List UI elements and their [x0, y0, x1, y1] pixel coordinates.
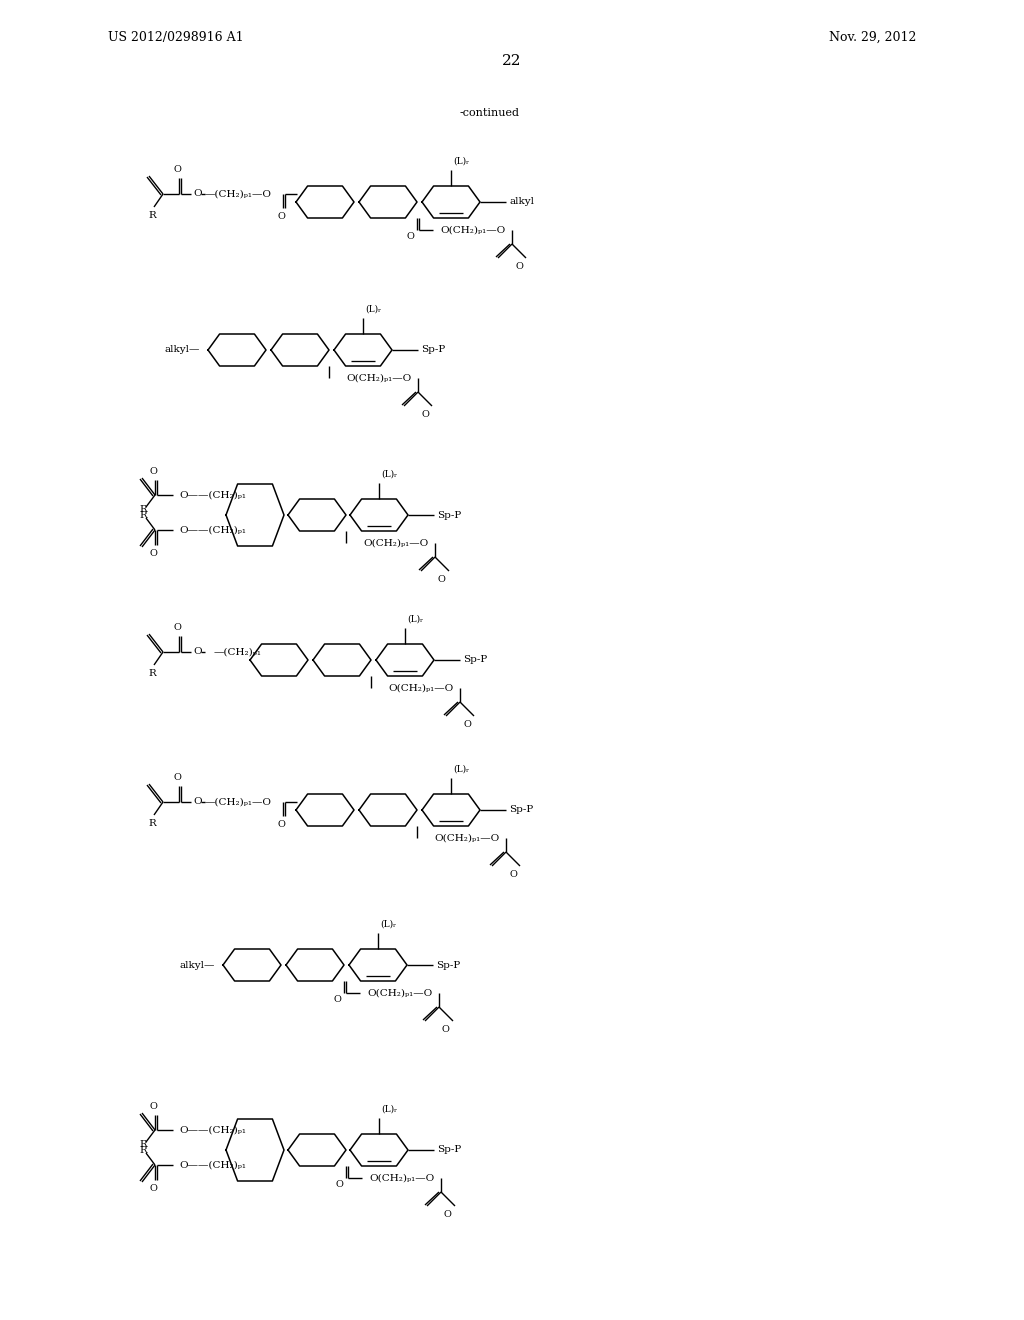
Text: R: R: [148, 818, 156, 828]
Text: O: O: [442, 1026, 450, 1034]
Text: O: O: [173, 623, 181, 632]
Text: —(CH₂)ₚ₁—O: —(CH₂)ₚ₁—O: [205, 190, 271, 198]
Text: Sp-P: Sp-P: [463, 656, 487, 664]
Text: O(CH₂)ₚ₁—O: O(CH₂)ₚ₁—O: [370, 1173, 434, 1183]
Text: O——(CH₂)ₚ₁: O——(CH₂)ₚ₁: [179, 1160, 247, 1170]
Text: R: R: [139, 511, 146, 520]
Text: O——(CH₂)ₚ₁: O——(CH₂)ₚ₁: [179, 1126, 247, 1134]
Text: O: O: [150, 549, 157, 558]
Text: O: O: [173, 165, 181, 174]
Text: O: O: [150, 1184, 157, 1193]
Text: —(CH₂)ₚ₁—O: —(CH₂)ₚ₁—O: [205, 797, 271, 807]
Text: Sp-P: Sp-P: [437, 511, 461, 520]
Text: (L)ᵣ: (L)ᵣ: [381, 1105, 397, 1114]
Text: O: O: [444, 1210, 452, 1218]
Text: O(CH₂)ₚ₁—O: O(CH₂)ₚ₁—O: [434, 833, 500, 842]
Text: O: O: [463, 719, 471, 729]
Text: Sp-P: Sp-P: [437, 1146, 461, 1155]
Text: Sp-P: Sp-P: [421, 346, 445, 355]
Text: O: O: [193, 648, 202, 656]
Text: —(CH₂)ₚ₁: —(CH₂)ₚ₁: [214, 648, 262, 656]
Text: O: O: [173, 774, 181, 781]
Text: O: O: [278, 820, 285, 829]
Text: O(CH₂)ₚ₁—O: O(CH₂)ₚ₁—O: [440, 226, 506, 235]
Text: (L)ᵣ: (L)ᵣ: [381, 470, 397, 479]
Text: O(CH₂)ₚ₁—O: O(CH₂)ₚ₁—O: [388, 684, 454, 693]
Text: O——(CH₂)ₚ₁: O——(CH₂)ₚ₁: [179, 525, 247, 535]
Text: Sp-P: Sp-P: [436, 961, 460, 969]
Text: O: O: [333, 995, 341, 1005]
Text: alkyl: alkyl: [509, 198, 534, 206]
Text: -continued: -continued: [460, 108, 520, 117]
Text: O: O: [515, 261, 523, 271]
Text: O: O: [509, 870, 517, 879]
Text: O: O: [335, 1180, 343, 1189]
Text: alkyl—: alkyl—: [179, 961, 215, 969]
Text: (L)ᵣ: (L)ᵣ: [380, 920, 396, 929]
Text: O(CH₂)ₚ₁—O: O(CH₂)ₚ₁—O: [346, 374, 412, 383]
Text: O: O: [438, 576, 445, 583]
Text: US 2012/0298916 A1: US 2012/0298916 A1: [108, 30, 244, 44]
Text: O(CH₂)ₚ₁—O: O(CH₂)ₚ₁—O: [364, 539, 429, 548]
Text: R: R: [148, 669, 156, 678]
Text: O: O: [150, 1102, 157, 1111]
Text: O: O: [407, 232, 414, 242]
Text: O: O: [193, 190, 202, 198]
Text: R: R: [139, 506, 146, 513]
Text: O(CH₂)ₚ₁—O: O(CH₂)ₚ₁—O: [368, 989, 432, 998]
Text: O: O: [150, 467, 157, 477]
Text: R: R: [139, 1140, 146, 1148]
Text: 22: 22: [502, 54, 522, 69]
Text: O——(CH₂)ₚ₁: O——(CH₂)ₚ₁: [179, 491, 247, 499]
Text: O: O: [421, 411, 429, 418]
Text: R: R: [148, 211, 156, 220]
Text: (L)ᵣ: (L)ᵣ: [365, 305, 381, 314]
Text: R: R: [139, 1146, 146, 1155]
Text: alkyl—: alkyl—: [165, 346, 200, 355]
Text: O: O: [193, 797, 202, 807]
Text: O: O: [278, 213, 285, 220]
Text: (L)ᵣ: (L)ᵣ: [407, 615, 423, 624]
Text: Nov. 29, 2012: Nov. 29, 2012: [828, 30, 916, 44]
Text: (L)ᵣ: (L)ᵣ: [453, 766, 469, 774]
Text: Sp-P: Sp-P: [509, 805, 534, 814]
Text: (L)ᵣ: (L)ᵣ: [453, 157, 469, 166]
